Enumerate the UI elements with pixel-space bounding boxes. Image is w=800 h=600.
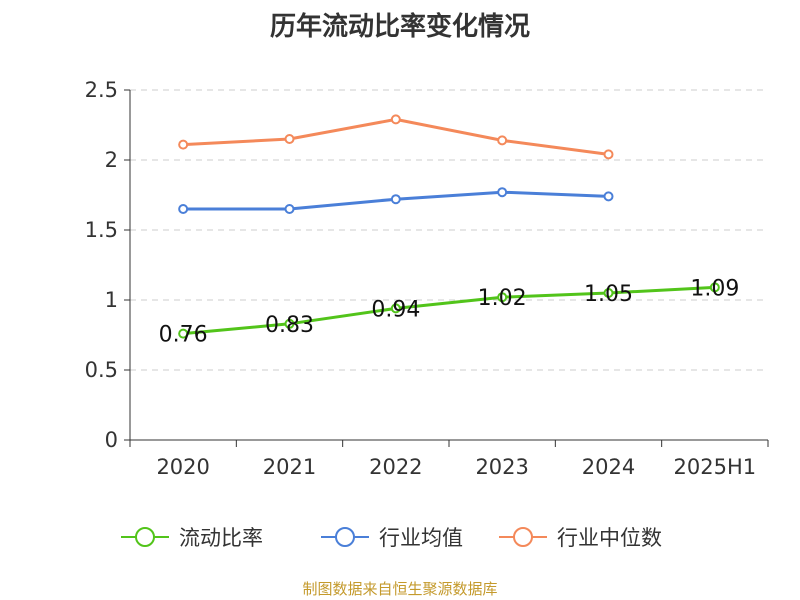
x-tick-label: 2020: [156, 455, 209, 479]
source-note: 制图数据来自恒生聚源数据库: [302, 580, 498, 598]
data-label: 0.83: [265, 313, 314, 338]
data-point: [497, 135, 508, 146]
data-point: [497, 292, 508, 303]
axes: 0 0.5 1 1.5 2 2.5 2020 2021 2022 2023 2024 2025H1: [85, 78, 769, 479]
legend: 流动比率 行业均值 行业中位数: [121, 526, 662, 550]
legend-item: 行业中位数: [499, 526, 662, 550]
data-point: [497, 187, 508, 198]
legend-swatch-marker: [135, 527, 155, 547]
legend-label: 流动比率: [179, 526, 263, 550]
legend-item: 流动比率: [121, 526, 263, 550]
data-point: [284, 318, 295, 329]
data-point: [178, 204, 189, 214]
data-point: [390, 194, 401, 205]
chart-title: 历年流动比率变化情况: [269, 12, 530, 42]
data-point: [284, 134, 295, 144]
legend-label: 行业均值: [379, 526, 463, 550]
grid-lines: [130, 89, 768, 371]
y-tick-label: 1.5: [85, 218, 118, 242]
legend-item: 行业均值: [321, 526, 463, 550]
data-point: [709, 282, 720, 293]
y-tick-label: 0.5: [85, 358, 118, 382]
x-tick-label: 2025H1: [674, 455, 757, 479]
y-tick-label: 2.5: [85, 78, 118, 102]
data-point: [390, 114, 401, 125]
data-point: [603, 191, 614, 202]
series-lines: [178, 114, 720, 339]
data-point: [178, 139, 189, 150]
x-tick-label: 2024: [582, 455, 635, 479]
x-tick-label: 2021: [263, 455, 316, 479]
legend-swatch-marker: [513, 527, 533, 547]
legend-label: 行业中位数: [557, 526, 662, 550]
data-label: 0.94: [371, 297, 420, 322]
data-label: 1.05: [584, 282, 633, 307]
data-point: [603, 288, 614, 298]
data-point: [284, 204, 295, 214]
series-line: [183, 117, 609, 156]
data-label: 0.76: [159, 323, 208, 348]
data-label: 1.02: [478, 286, 527, 311]
data-label: 1.09: [690, 276, 739, 301]
data-point: [603, 149, 614, 160]
y-tick-label: 2: [105, 148, 118, 172]
x-tick-label: 2023: [475, 455, 528, 479]
y-tick-label: 0: [105, 428, 118, 452]
series-line: [183, 285, 715, 336]
legend-swatch-marker: [335, 527, 355, 547]
data-point: [390, 303, 401, 314]
data-point: [178, 328, 189, 339]
x-tick-label: 2022: [369, 455, 422, 479]
data-labels: 0.76 0.83 0.94 1.02 1.05 1.09: [159, 276, 740, 347]
y-tick-label: 1: [105, 288, 118, 312]
